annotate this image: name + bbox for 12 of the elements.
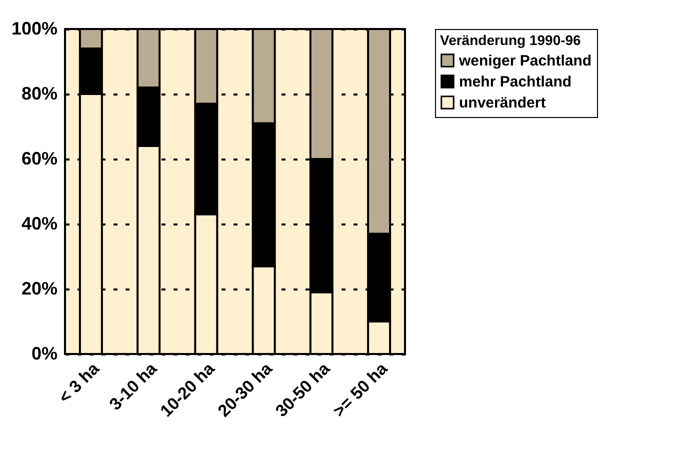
x-tick-label: >= 50 ha (330, 358, 392, 421)
y-tick-label: 40% (21, 214, 58, 234)
legend-label: mehr Pachtland (459, 74, 572, 90)
y-tick-label: 0% (31, 344, 58, 364)
y-tick-label: 20% (21, 278, 58, 298)
legend-label: weniger Pachtland (458, 52, 592, 70)
y-tick-label: 60% (21, 148, 58, 168)
legend-label: unverändert (459, 94, 546, 112)
y-tick-label: 80% (21, 84, 58, 104)
y-tick-label: 100% (11, 18, 58, 38)
legend-title: Veränderung 1990-96 (440, 32, 582, 48)
x-tick-label: < 3 ha (55, 358, 104, 407)
